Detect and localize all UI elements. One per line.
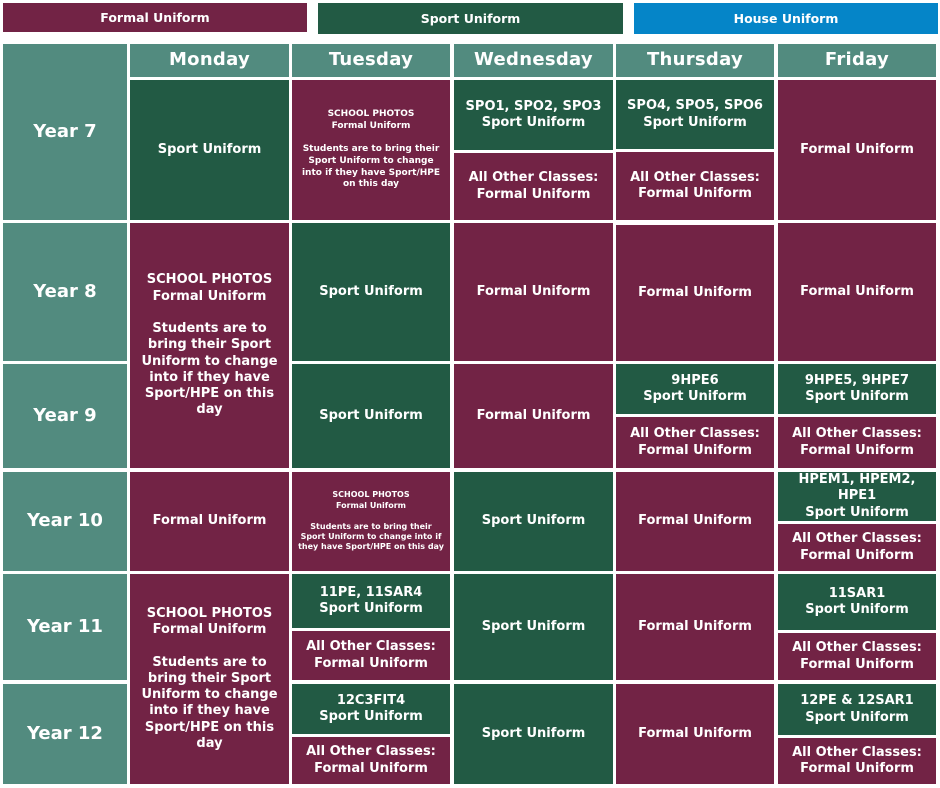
cell-y7-wednesday-sport: SPO1, SPO2, SPO3 Sport Uniform: [454, 80, 613, 150]
cell-y11-y12-monday: SCHOOL PHOTOS Formal Uniform Students ar…: [130, 574, 289, 784]
year-label: Year 9: [3, 364, 127, 468]
cell-y12-tuesday-sport: 12C3FIT4 Sport Uniform: [292, 684, 450, 734]
cell-y9-thursday-sport: 9HPE6 Sport Uniform: [616, 364, 774, 414]
header-wednesday: Wednesday: [454, 44, 613, 77]
cell-y11-friday-sport: 11SAR1 Sport Uniform: [778, 574, 936, 630]
cell-y9-wednesday: Formal Uniform: [454, 364, 613, 468]
legend-sport: Sport Uniform: [318, 3, 623, 34]
cell-y7-thursday-sport: SPO4, SPO5, SPO6 Sport Uniform: [616, 80, 774, 149]
legend-house: House Uniform: [634, 3, 938, 34]
cell-y10-tuesday: SCHOOL PHOTOS Formal Uniform Students ar…: [292, 472, 450, 571]
year-label: Year 11: [3, 574, 127, 680]
header-friday: Friday: [778, 44, 936, 77]
cell-y9-friday-sport: 9HPE5, 9HPE7 Sport Uniform: [778, 364, 936, 414]
cell-y7-monday: Sport Uniform: [130, 80, 289, 220]
cell-y8-y9-monday: SCHOOL PHOTOS Formal Uniform Students ar…: [130, 223, 289, 468]
header-monday: Monday: [130, 44, 289, 77]
cell-y12-wednesday: Sport Uniform: [454, 684, 613, 784]
cell-y10-monday: Formal Uniform: [130, 472, 289, 571]
cell-y8-friday: Formal Uniform: [778, 223, 936, 361]
cell-y11-tuesday-other: All Other Classes: Formal Uniform: [292, 631, 450, 680]
header-thursday: Thursday: [616, 44, 774, 77]
cell-y7-tuesday: SCHOOL PHOTOS Formal Uniform Students ar…: [292, 80, 450, 220]
cell-y7-thursday-other: All Other Classes: Formal Uniform: [616, 152, 774, 220]
year-label: Year 8: [3, 223, 127, 361]
cell-y8-tuesday: Sport Uniform: [292, 223, 450, 361]
cell-y10-friday-other: All Other Classes: Formal Uniform: [778, 524, 936, 571]
cell-y9-tuesday: Sport Uniform: [292, 364, 450, 468]
cell-y12-friday-sport: 12PE & 12SAR1 Sport Uniform: [778, 684, 936, 735]
legend-formal: Formal Uniform: [3, 3, 307, 32]
cell-y11-tuesday-sport: 11PE, 11SAR4 Sport Uniform: [292, 574, 450, 628]
header-tuesday: Tuesday: [292, 44, 450, 77]
cell-y12-tuesday-other: All Other Classes: Formal Uniform: [292, 737, 450, 784]
cell-y12-friday-other: All Other Classes: Formal Uniform: [778, 738, 936, 784]
year-label: Year 7: [3, 44, 127, 220]
cell-y7-friday: Formal Uniform: [778, 80, 936, 220]
year-label: Year 12: [3, 684, 127, 784]
cell-y10-wednesday: Sport Uniform: [454, 472, 613, 571]
cell-y10-friday-sport: HPEM1, HPEM2, HPE1 Sport Uniform: [778, 472, 936, 521]
cell-y11-wednesday: Sport Uniform: [454, 574, 613, 680]
cell-y11-friday-other: All Other Classes: Formal Uniform: [778, 633, 936, 680]
cell-y12-thursday: Formal Uniform: [616, 684, 774, 784]
cell-y8-wednesday: Formal Uniform: [454, 223, 613, 361]
cell-y8-thursday: Formal Uniform: [616, 225, 774, 361]
cell-y10-thursday: Formal Uniform: [616, 472, 774, 571]
cell-y9-friday-other: All Other Classes: Formal Uniform: [778, 417, 936, 468]
cell-y9-thursday-other: All Other Classes: Formal Uniform: [616, 417, 774, 468]
year-label: Year 10: [3, 472, 127, 571]
cell-y11-thursday: Formal Uniform: [616, 574, 774, 680]
cell-y7-wednesday-other: All Other Classes: Formal Uniform: [454, 153, 613, 220]
